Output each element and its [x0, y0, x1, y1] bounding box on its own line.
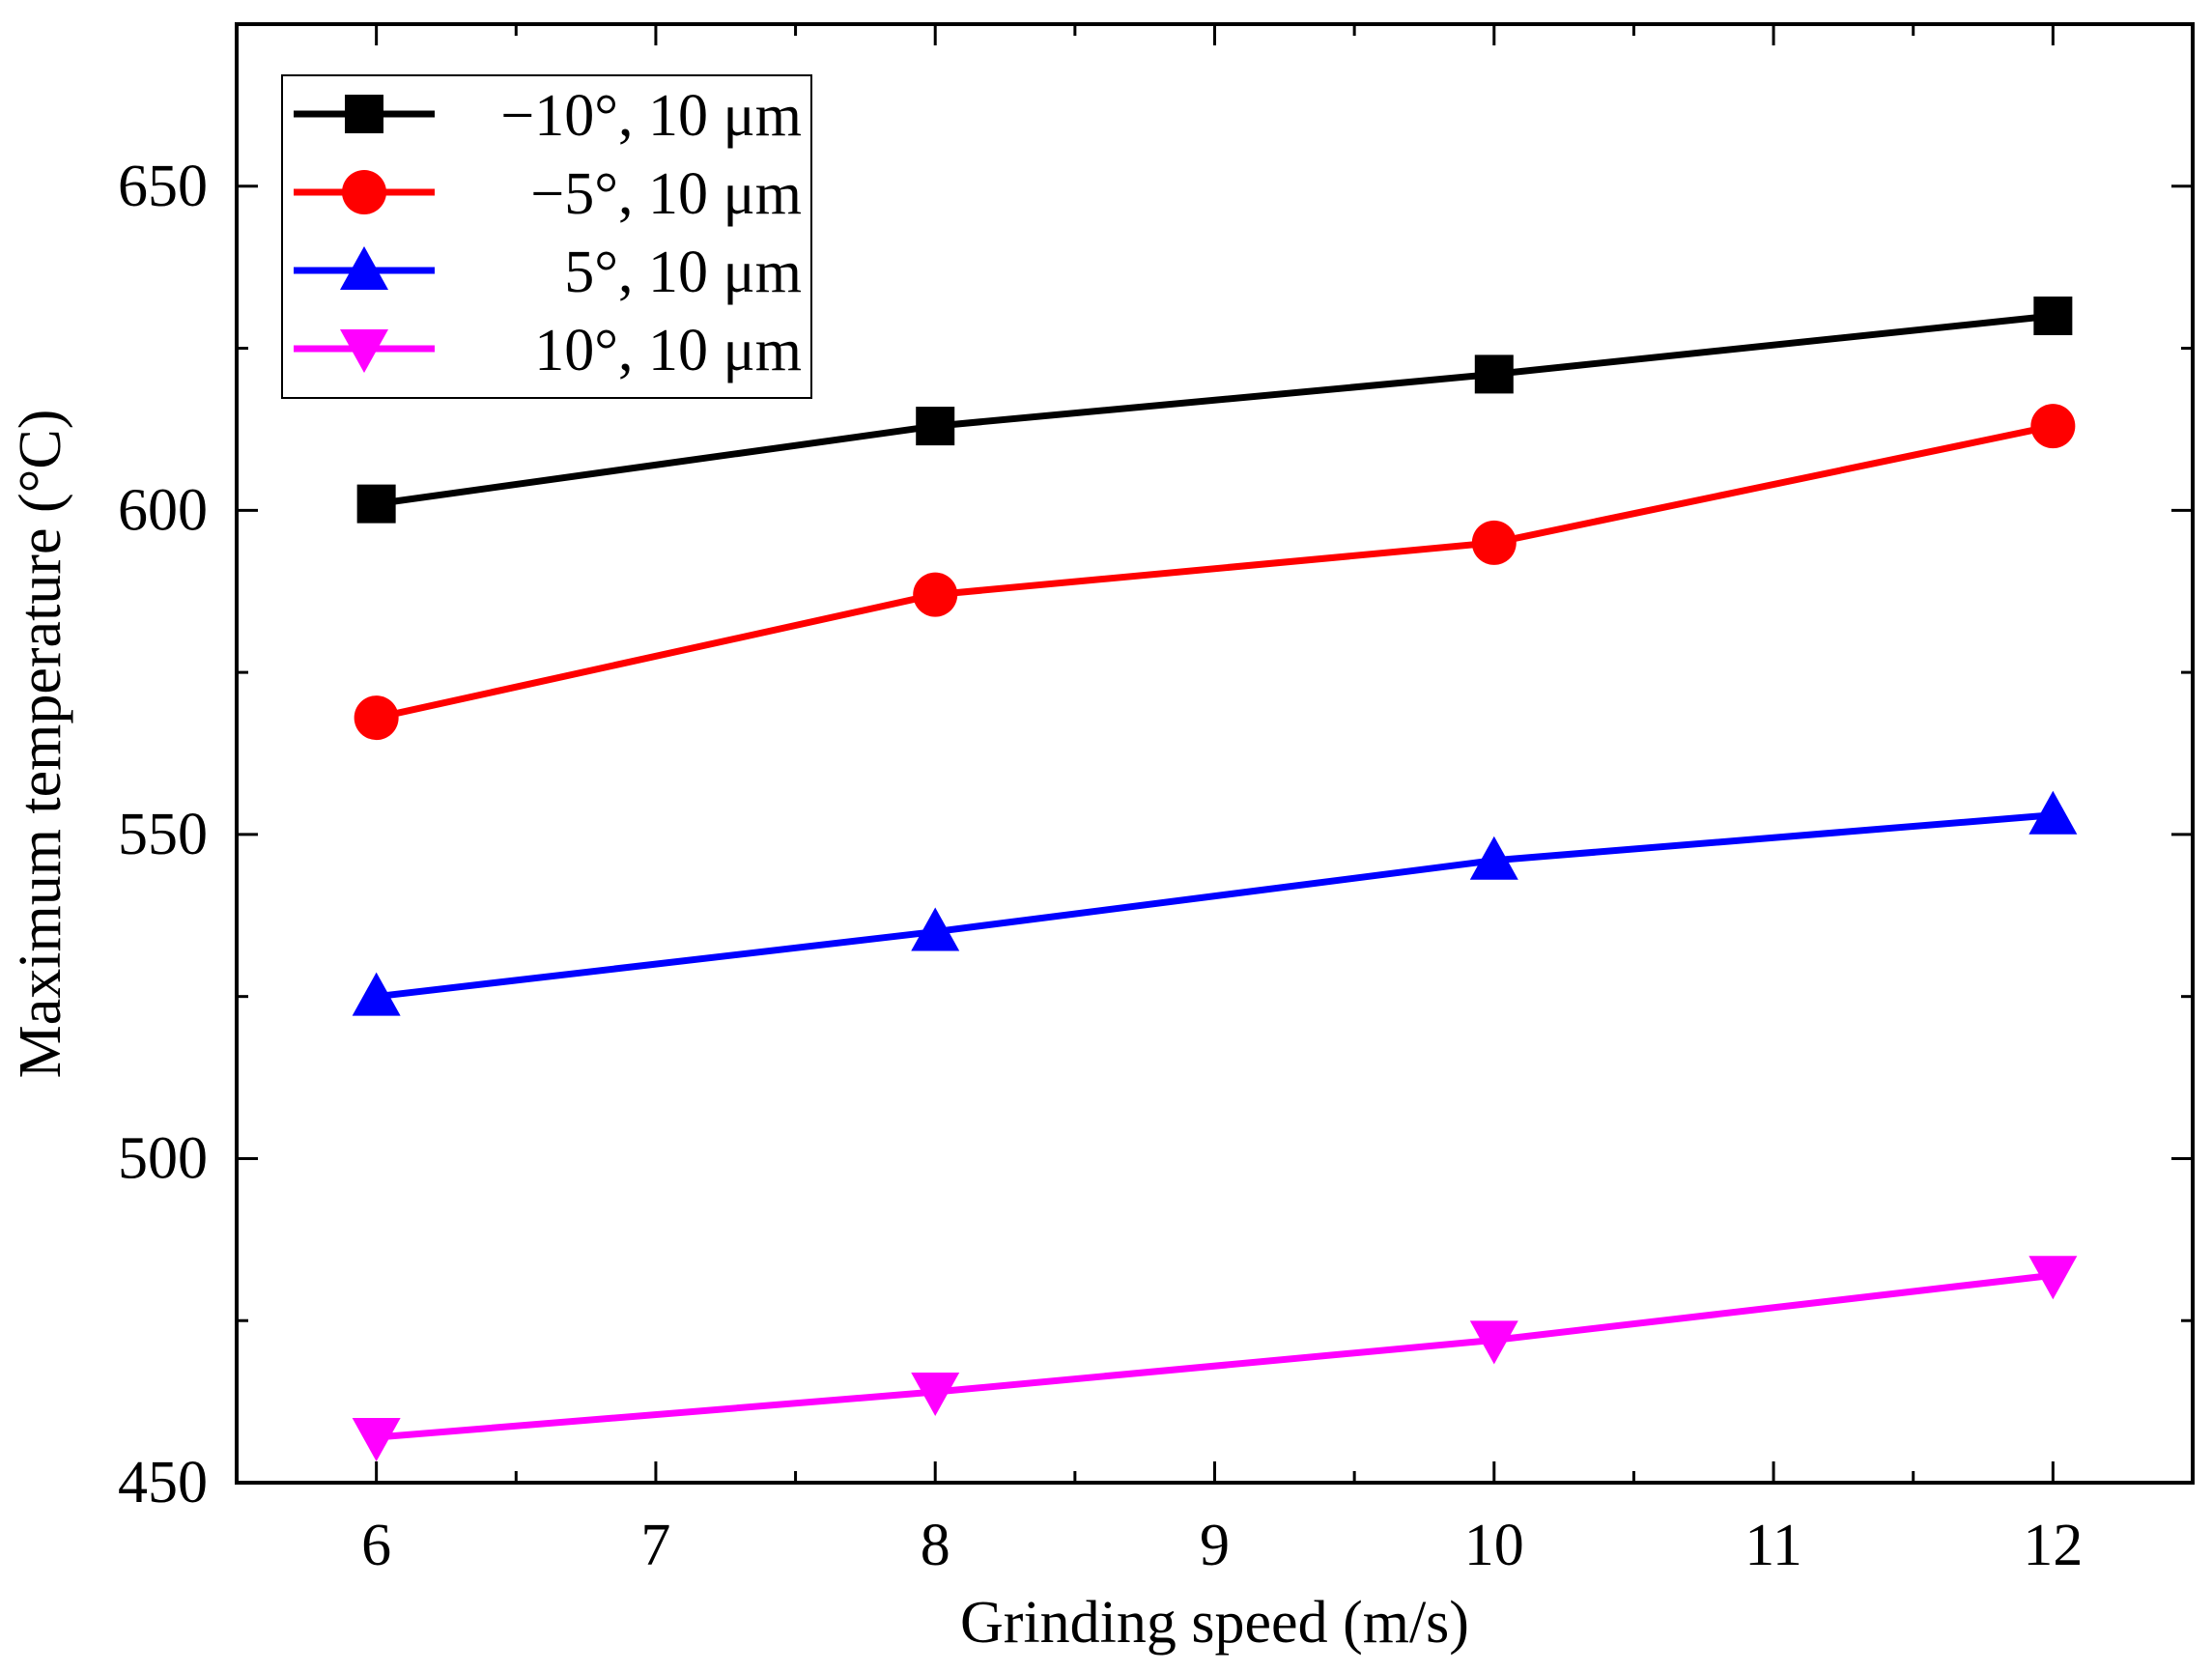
legend-label: −10°, 10 μm: [500, 83, 802, 149]
data-point: [916, 407, 955, 446]
data-point: [2028, 1256, 2078, 1300]
legend-item: 5°, 10 μm: [294, 240, 802, 305]
series-1: [356, 297, 2073, 524]
series-4: [352, 1256, 2078, 1462]
legend-marker: [340, 329, 388, 373]
data-point: [1469, 836, 1518, 880]
x-tick-label: 12: [2023, 1513, 2083, 1578]
data-point: [352, 1418, 401, 1462]
x-tick-label: 11: [1744, 1513, 1802, 1578]
legend-item: 10°, 10 μm: [294, 318, 802, 383]
data-point: [913, 572, 958, 617]
y-tick-label: 650: [118, 154, 208, 219]
legend-marker: [345, 95, 383, 133]
data-point: [1469, 1320, 1518, 1365]
data-point: [2030, 404, 2076, 449]
x-tick-label: 9: [1200, 1513, 1230, 1578]
data-point: [352, 972, 401, 1016]
legend-label: 5°, 10 μm: [564, 240, 802, 305]
data-point: [356, 484, 396, 524]
series-layer: [352, 297, 2078, 1462]
legend-marker: [342, 170, 386, 214]
x-axis-title: Grinding speed (m/s): [960, 1590, 1469, 1656]
x-tick-label: 8: [921, 1513, 950, 1578]
y-tick-label: 550: [118, 802, 208, 867]
series-line: [376, 811, 2054, 1001]
series-line: [376, 312, 2054, 508]
legend-label: 10°, 10 μm: [534, 318, 802, 383]
legend-label: −5°, 10 μm: [530, 161, 802, 227]
y-axis-title: Maximum temperature (°C): [8, 410, 73, 1079]
data-point: [2028, 790, 2078, 835]
series-line: [376, 1271, 2054, 1441]
data-point: [911, 907, 960, 951]
legend: −10°, 10 μm −5°, 10 μm 5°, 10 μm 10°, 10 μm: [281, 74, 812, 399]
y-tick-label: 600: [118, 477, 208, 543]
x-tick-label: 7: [640, 1513, 670, 1578]
data-point: [1471, 520, 1517, 565]
series-3: [352, 790, 2078, 1016]
data-point: [354, 695, 399, 741]
x-tick-label: 6: [361, 1513, 391, 1578]
series-line: [375, 422, 2055, 722]
legend-item: −10°, 10 μm: [294, 83, 802, 149]
ticks-layer: 6 7 8 9 10 11 12 450 500 550 600 650: [118, 22, 2193, 1578]
series-2: [354, 404, 2076, 741]
x-tick-label: 10: [1464, 1513, 1524, 1578]
legend-marker: [340, 246, 388, 290]
data-point: [1474, 354, 1514, 394]
y-tick-label: 450: [118, 1450, 208, 1516]
data-point: [2033, 297, 2073, 335]
data-point: [911, 1373, 960, 1417]
y-tick-label: 500: [118, 1125, 208, 1191]
legend-item: −5°, 10 μm: [294, 161, 802, 227]
